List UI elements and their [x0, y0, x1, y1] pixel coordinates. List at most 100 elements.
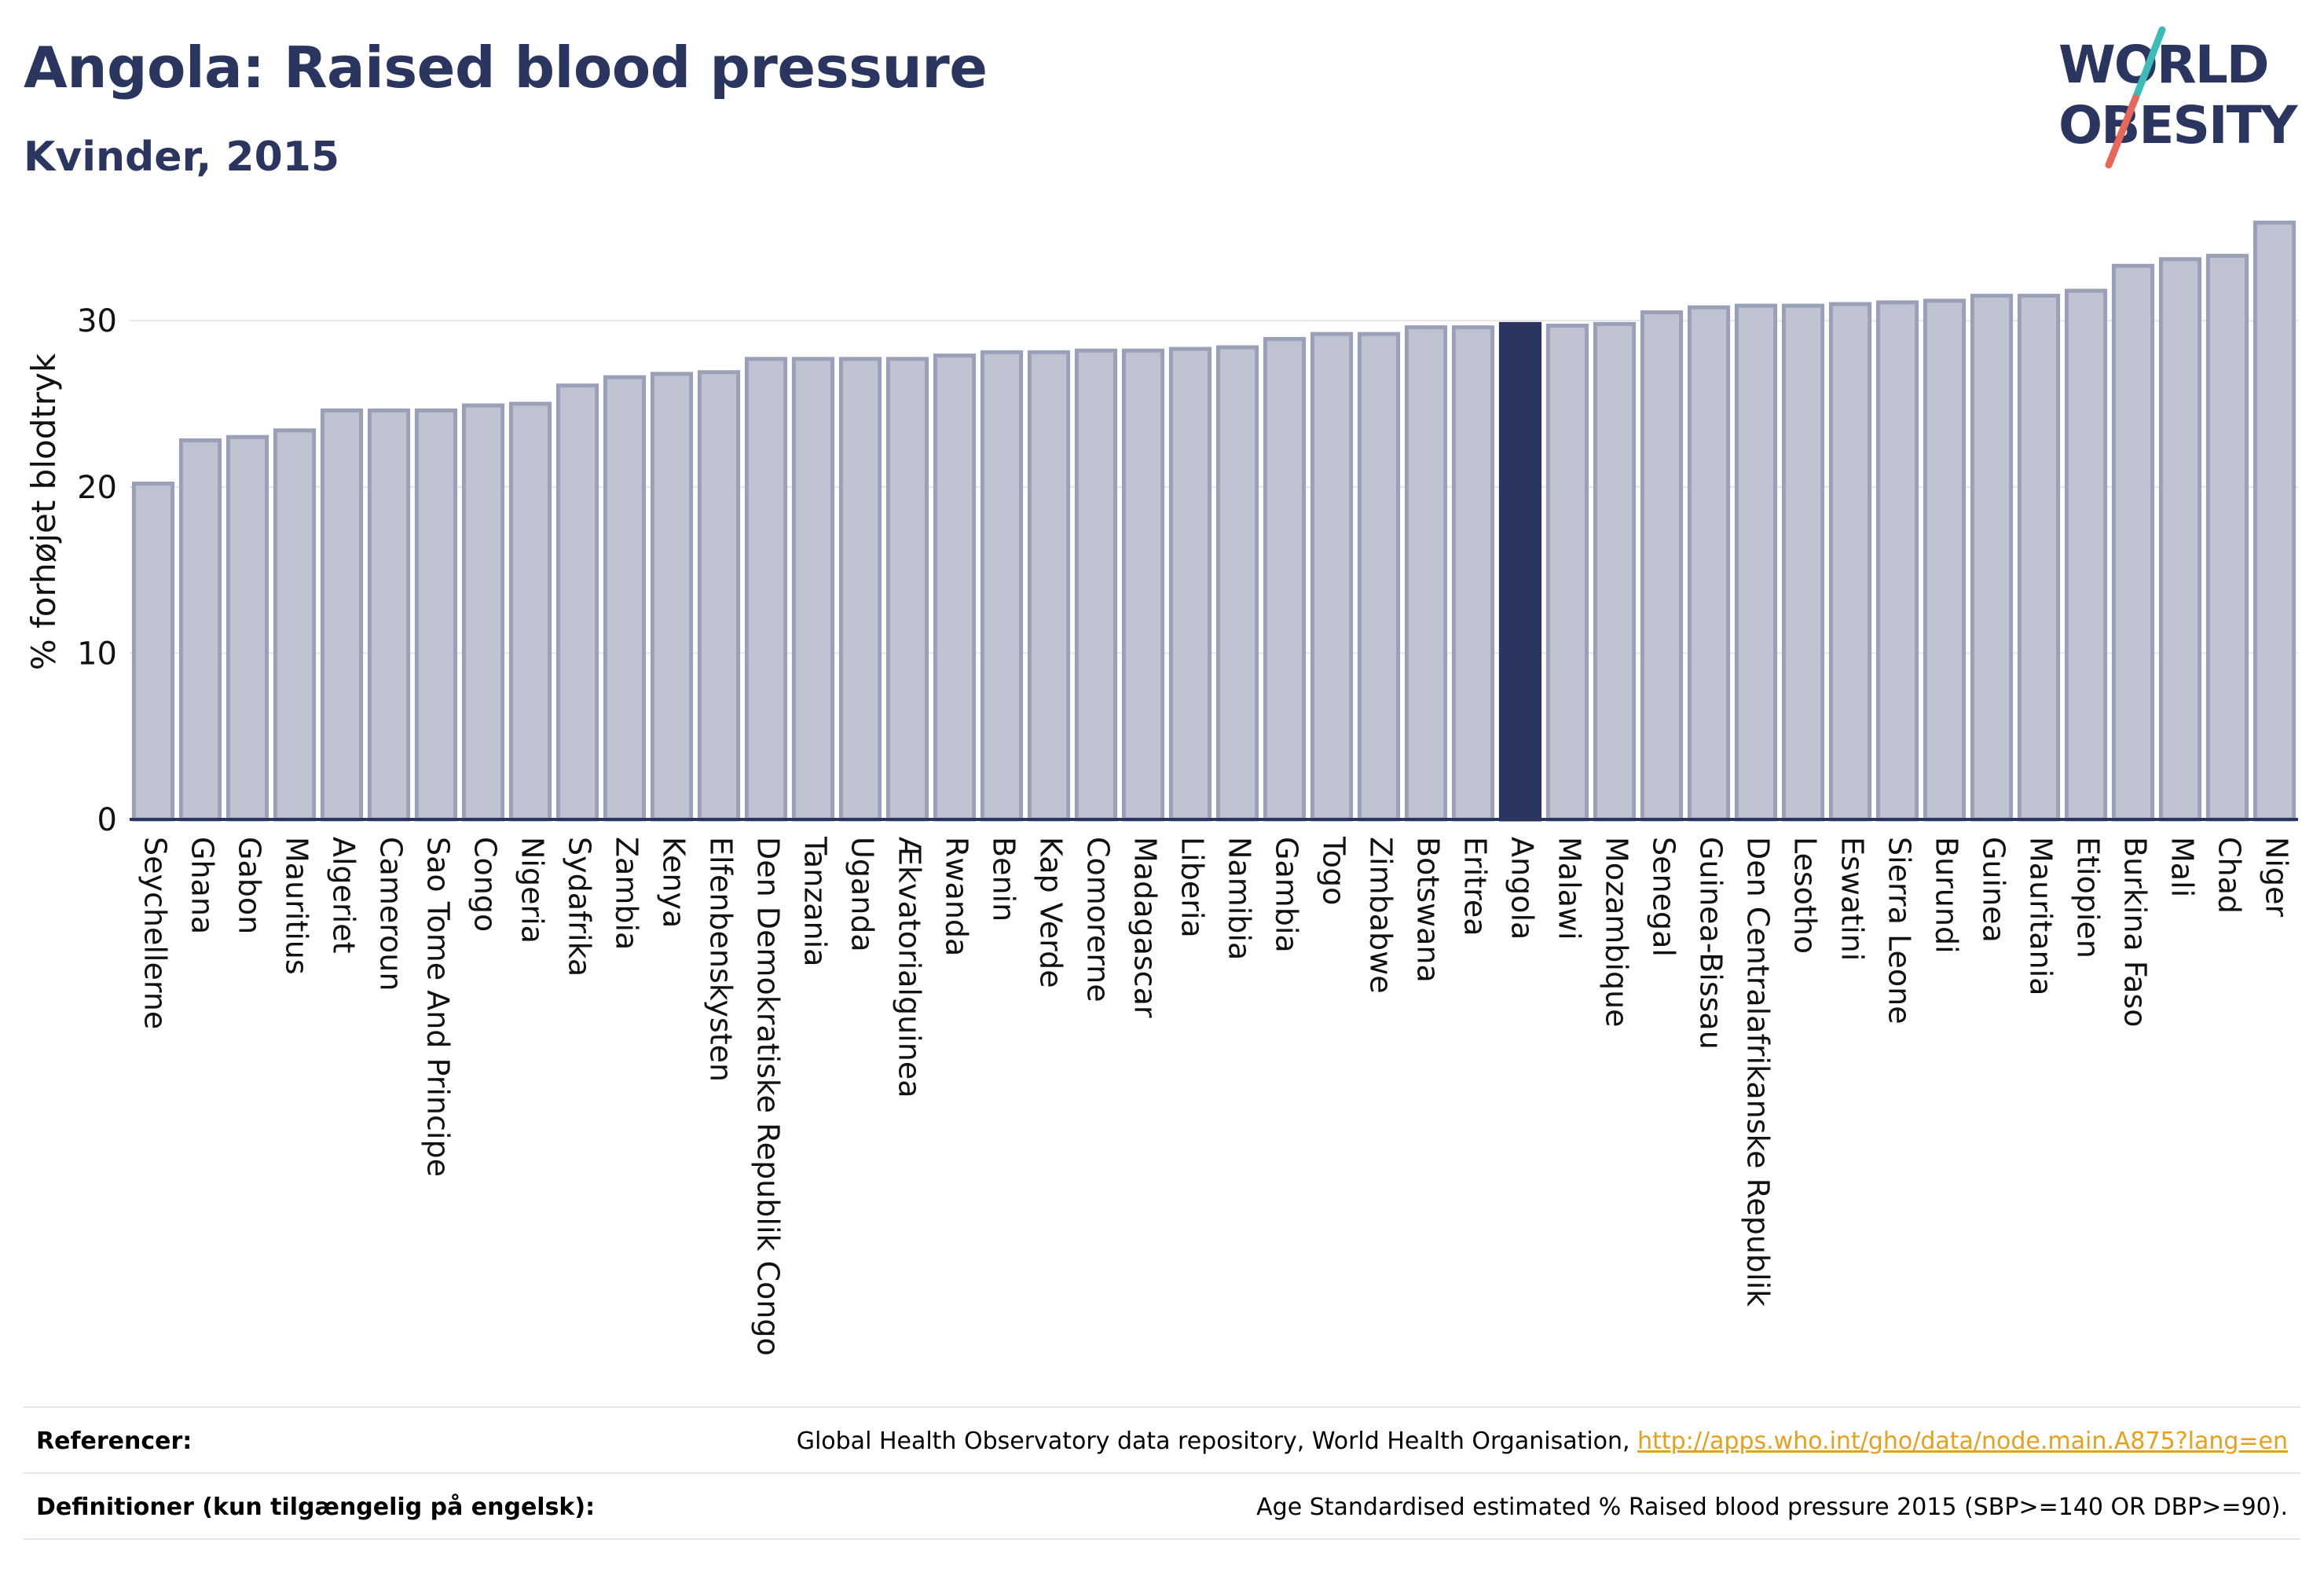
bar [1357, 332, 1401, 822]
x-tick-label: Burkina Faso [2118, 837, 2153, 1028]
x-tick-label: Gambia [1270, 837, 1304, 953]
bar [744, 357, 788, 822]
x-tick-label: Chad [2212, 837, 2247, 914]
chart-title: Angola: Raised blood pressure [24, 35, 988, 101]
bar [2253, 220, 2297, 822]
bar [2205, 254, 2249, 822]
x-tick-label: Tanzania [798, 836, 833, 966]
x-tick-label: Nigeria [515, 837, 550, 944]
bar [980, 350, 1024, 822]
x-tick-label: Sydafrika [563, 837, 597, 977]
x-tick-label: Den Demokratiske Republik Congo [751, 837, 786, 1356]
bar [1970, 293, 2014, 822]
references-text: Global Health Observatory data repositor… [796, 1427, 1630, 1455]
x-tick-label: Lesotho [1788, 837, 1823, 954]
bar [414, 408, 458, 822]
bar [1263, 336, 1307, 822]
y-tick-label: 10 [77, 636, 117, 672]
y-tick-label: 20 [77, 470, 117, 506]
x-tick-label: Liberia [1175, 837, 1210, 938]
x-tick-label: Burundi [1930, 837, 1964, 954]
x-tick-label: Eswatini [1835, 837, 1870, 961]
x-tick-label: Senegal [1647, 837, 1681, 957]
bar-chart: 0 10 20 30 % forhøjet blodtryk Seychellerne Gh… [24, 220, 2298, 1356]
x-tick-label: Elfenbenskysten [704, 837, 739, 1082]
x-tick-label: Madagascar [1128, 837, 1163, 1018]
bar [1215, 345, 1259, 822]
x-tick-label: Mauritius [280, 837, 314, 975]
x-tick-label: Den Centralafrikanske Republik [1741, 837, 1776, 1307]
y-tick-label: 30 [77, 303, 117, 339]
definitions-label: Definitioner (kun tilgængelig på engelsk… [36, 1493, 596, 1521]
x-tick-label: Congo [468, 837, 503, 932]
bar [2064, 288, 2108, 822]
bar [1404, 325, 1448, 822]
bar [1168, 346, 1212, 822]
x-tick-label: Malawi [1552, 837, 1587, 940]
bar [1640, 310, 1684, 822]
bar [1027, 350, 1071, 822]
logo-line-world: WORLD [2058, 35, 2268, 95]
x-tick-label: Seychellerne [138, 837, 173, 1029]
bar [461, 403, 505, 822]
footer-divider-top [24, 1406, 2300, 1408]
references-label: Referencer: [36, 1427, 192, 1455]
bar [2111, 263, 2155, 822]
bar [320, 408, 364, 822]
x-tick-label: Mali [2165, 837, 2200, 897]
x-tick-label: Angola [1505, 837, 1540, 940]
x-tick-label: Comorerne [1081, 837, 1116, 1002]
bar [131, 482, 175, 822]
footer-divider-bottom [24, 1538, 2300, 1540]
bar [1121, 348, 1165, 822]
world-obesity-logo: WORLD OBESITY [2058, 26, 2300, 169]
bar [933, 354, 977, 822]
x-tick-label: Mauritania [2024, 837, 2058, 995]
logo-slash-red [2105, 94, 2139, 169]
bar-highlighted [1498, 321, 1542, 822]
x-tick-label: Guinea [1977, 837, 2011, 943]
references-link[interactable]: http://apps.who.int/gho/data/node.main.A… [1637, 1427, 2288, 1455]
chart-subtitle: Kvinder, 2015 [24, 134, 340, 181]
bar [697, 370, 741, 822]
bar [1734, 303, 1778, 822]
x-tick-label: Guinea-Bissau [1694, 837, 1728, 1050]
bar [178, 438, 222, 822]
x-tick-label: Algeriet [327, 837, 361, 954]
bar [650, 372, 694, 822]
bar [273, 428, 317, 822]
x-tick-label: Sao Tome And Principe [421, 837, 456, 1177]
tick-labels: 0 10 20 30 % forhøjet blodtryk Seychellerne Gh… [24, 303, 2294, 1356]
x-tick-label: Kenya [657, 837, 691, 928]
x-tick-label: Cameroun [374, 837, 409, 991]
bar [555, 383, 599, 822]
bar [1687, 305, 1731, 822]
x-tick-label: Niger [2260, 837, 2294, 917]
footer-references-row: Referencer: Global Health Observatory da… [24, 1409, 2300, 1472]
x-tick-label: Kap Verde [1034, 837, 1069, 988]
bar [1781, 303, 1825, 822]
x-tick-label: Ækvatorialguinea [893, 837, 927, 1098]
x-tick-label: Uganda [845, 837, 880, 952]
y-tick-label: 0 [97, 802, 117, 838]
definitions-text: Age Standardised estimated % Raised bloo… [1256, 1493, 2288, 1521]
bar [1875, 300, 1919, 822]
x-tick-label: Botswana [1411, 837, 1446, 983]
x-tick-label: Zimbabwe [1364, 837, 1398, 994]
x-tick-label: Ghana [185, 837, 220, 934]
bar [1923, 299, 1967, 822]
references-value: Global Health Observatory data repositor… [797, 1428, 2300, 1455]
footer-divider-middle [24, 1472, 2300, 1474]
bar [2017, 293, 2061, 822]
bar [1451, 325, 1495, 822]
x-tick-label: Gabon [233, 837, 267, 934]
bar [603, 375, 647, 822]
bar [367, 408, 411, 822]
x-tick-label: Mozambique [1600, 837, 1634, 1028]
bars [131, 220, 2297, 822]
x-tick-label: Zambia [610, 837, 644, 950]
logo-line-obesity: OBESITY [2058, 95, 2299, 156]
x-tick-label: Eritrea [1458, 837, 1493, 936]
footer-definitions-row: Definitioner (kun tilgængelig på engelsk… [24, 1475, 2300, 1538]
y-axis-label: % forhøjet blodtryk [24, 353, 63, 670]
